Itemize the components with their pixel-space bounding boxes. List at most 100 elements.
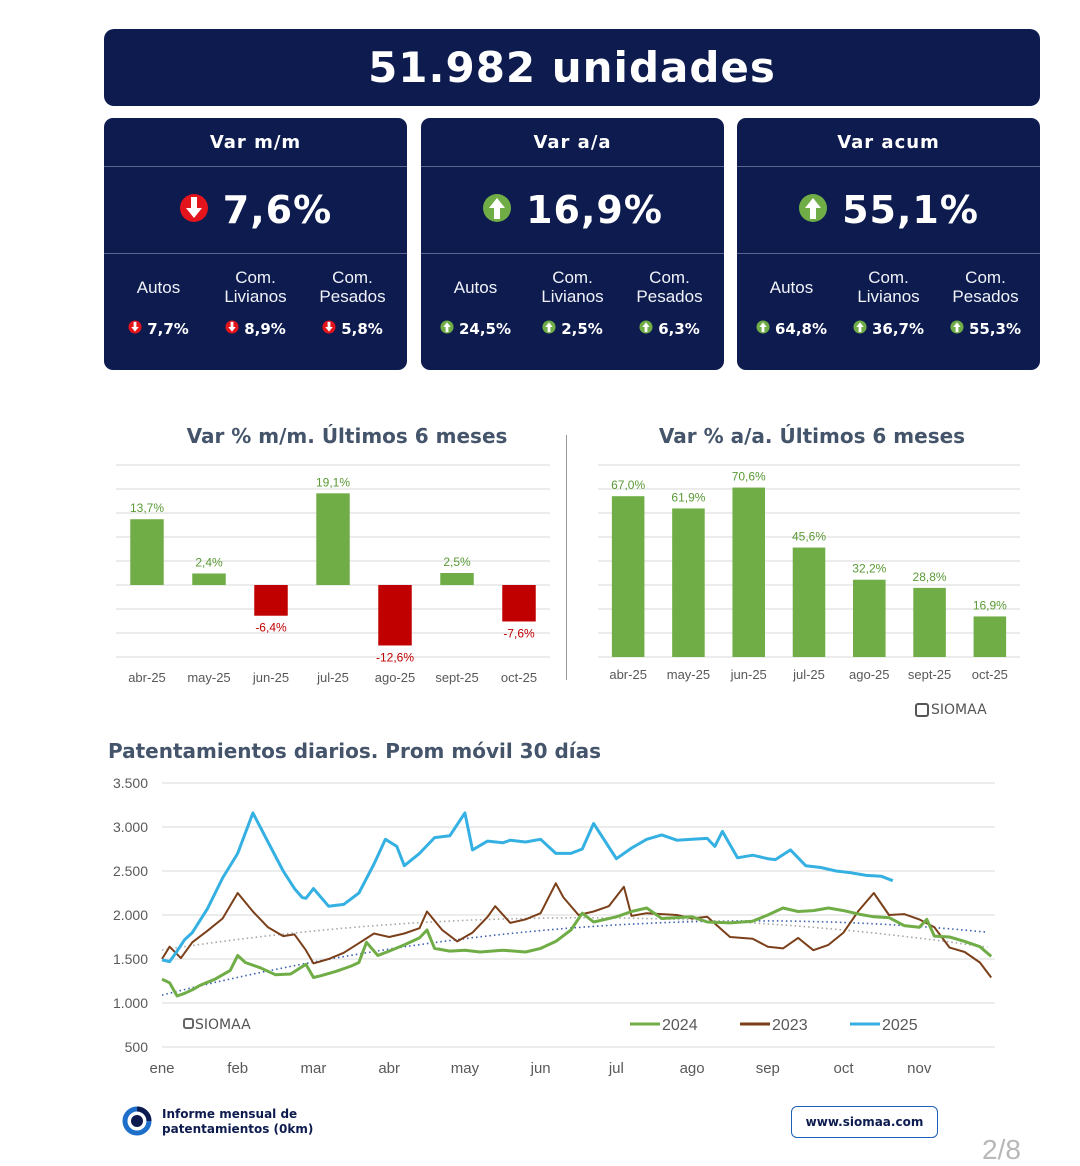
bar-jun-25: [732, 487, 765, 657]
chart-mm-title: Var % m/m. Últimos 6 meses: [186, 424, 508, 448]
total-units-banner: 51.982 unidades: [104, 29, 1040, 106]
siomaa-watermark-bars: SIOMAA: [915, 702, 987, 718]
x-tick-label: oct: [834, 1060, 855, 1077]
card-title: Var m/m: [104, 118, 407, 167]
bar-jul-25: [792, 547, 826, 657]
sub-value: 6,3%: [658, 320, 700, 338]
sub-label: Autos: [769, 277, 814, 297]
x-tick-label: may-25: [187, 670, 230, 685]
x-tick-label: jun-25: [252, 670, 289, 685]
sub-label: Com. Pesados: [952, 268, 1019, 306]
x-tick-label: oct-25: [501, 670, 537, 685]
report-label: Informe mensual de patentamientos (0km): [162, 1107, 314, 1136]
card-main-value: 7,6%: [104, 167, 407, 254]
card-var-mm: Var m/m 7,6% Autos 7,7% Com. Livianos 8,9%…: [104, 118, 407, 370]
sub-com-pesados: Com. Pesados 55,3%: [938, 254, 1034, 338]
sub-com-pesados: Com. Pesados 5,8%: [305, 254, 401, 338]
series-line-2023: [161, 882, 992, 979]
trendline-2024: [161, 920, 988, 996]
sub-label: Com. Livianos: [224, 268, 287, 306]
bar-oct-25: [973, 616, 1007, 657]
data-label: -6,4%: [255, 621, 287, 635]
sub-label: Com. Pesados: [636, 268, 703, 306]
sub-label: Autos: [453, 277, 498, 297]
x-tick-label: jun-25: [730, 667, 767, 682]
data-label: 2,5%: [443, 555, 471, 569]
down-arrow-icon: [225, 320, 244, 338]
card-var-aa: Var a/a 16,9% Autos 24,5% Com. Livianos 2,…: [421, 118, 724, 370]
down-arrow-icon: [322, 320, 341, 338]
watermark-text: SIOMAA: [931, 702, 987, 718]
bar-abr-25: [130, 519, 164, 585]
card-title: Var a/a: [421, 118, 724, 167]
y-tick-label: 1.000: [113, 995, 148, 1011]
data-label: 2,4%: [195, 555, 223, 569]
trendline-2023: [161, 917, 988, 951]
sub-label: Com. Pesados: [319, 268, 386, 306]
legend-label: 2023: [772, 1017, 808, 1034]
sub-value: 8,9%: [244, 320, 286, 338]
x-tick-label: abr: [378, 1060, 400, 1077]
siomaa-logo-icon: [122, 1106, 152, 1136]
sub-value: 64,8%: [774, 320, 828, 338]
x-tick-label: ene: [149, 1060, 174, 1077]
y-tick-label: 2.000: [113, 907, 148, 923]
card-main-value: 16,9%: [421, 167, 724, 254]
sub-autos: Autos 64,8%: [744, 254, 840, 338]
x-tick-label: abr-25: [609, 667, 647, 682]
x-tick-label: may-25: [667, 667, 710, 682]
sub-value: 7,7%: [147, 320, 189, 338]
data-label: 13,7%: [130, 501, 164, 515]
card-value: 7,6%: [222, 188, 333, 232]
sub-com-livianos: Com. Livianos 8,9%: [208, 254, 304, 338]
bar-ago-25: [378, 585, 412, 646]
x-tick-label: mar: [301, 1060, 327, 1077]
watermark-text: SIOMAA: [195, 1017, 251, 1033]
up-arrow-icon: [798, 193, 828, 228]
legend-label: 2025: [882, 1017, 918, 1034]
data-label: -12,6%: [376, 650, 414, 664]
bar-sept-25: [913, 587, 946, 657]
x-tick-label: jul-25: [792, 667, 825, 682]
card-main-value: 55,1%: [737, 167, 1040, 254]
x-tick-label: sept-25: [435, 670, 478, 685]
bar-abr-25: [611, 496, 645, 657]
y-tick-label: 3.500: [113, 775, 148, 791]
data-label: 45,6%: [792, 530, 826, 544]
data-label: 32,2%: [852, 562, 886, 576]
x-tick-label: jul: [608, 1060, 624, 1077]
data-label: 28,8%: [913, 570, 947, 584]
chart-aa-title: Var % a/a. Últimos 6 meses: [658, 424, 966, 448]
data-label: 19,1%: [316, 475, 350, 489]
x-tick-label: abr-25: [128, 670, 166, 685]
bar-chart-aa: 67,0% abr-25 61,9% may-25 70,6% jun-25 45,6% ju…: [598, 464, 1020, 682]
x-tick-label: nov: [907, 1060, 932, 1077]
data-label: 16,9%: [973, 598, 1007, 612]
sub-label: Autos: [136, 277, 181, 297]
data-label: 70,6%: [732, 470, 766, 484]
x-tick-label: jun: [530, 1060, 551, 1077]
x-tick-label: sep: [756, 1060, 780, 1077]
up-arrow-icon: [756, 320, 775, 338]
bar-oct-25: [502, 585, 536, 622]
sub-com-livianos: Com. Livianos 36,7%: [841, 254, 937, 338]
sub-value: 24,5%: [458, 320, 512, 338]
sub-value: 2,5%: [561, 320, 603, 338]
sub-com-pesados: Com. Pesados 6,3%: [622, 254, 718, 338]
sub-value: 5,8%: [341, 320, 383, 338]
sub-autos: Autos 24,5%: [428, 254, 524, 338]
up-arrow-icon: [482, 193, 512, 228]
y-tick-label: 1.500: [113, 951, 148, 967]
website-link[interactable]: www.siomaa.com: [791, 1106, 938, 1138]
card-value: 16,9%: [526, 188, 663, 232]
legend-label: 2024: [662, 1017, 698, 1034]
up-arrow-icon: [950, 320, 969, 338]
bar-chart-mm: 13,7% abr-25 2,4% may-25 -6,4% jun-25 19,1% jul…: [116, 464, 550, 685]
y-tick-label: 500: [125, 1039, 149, 1055]
bar-ago-25: [853, 579, 886, 657]
x-tick-label: ago: [680, 1060, 705, 1077]
sub-value: 55,3%: [968, 320, 1022, 338]
bar-may-25: [192, 573, 226, 585]
up-arrow-icon: [853, 320, 872, 338]
chart-divider: [566, 435, 567, 680]
